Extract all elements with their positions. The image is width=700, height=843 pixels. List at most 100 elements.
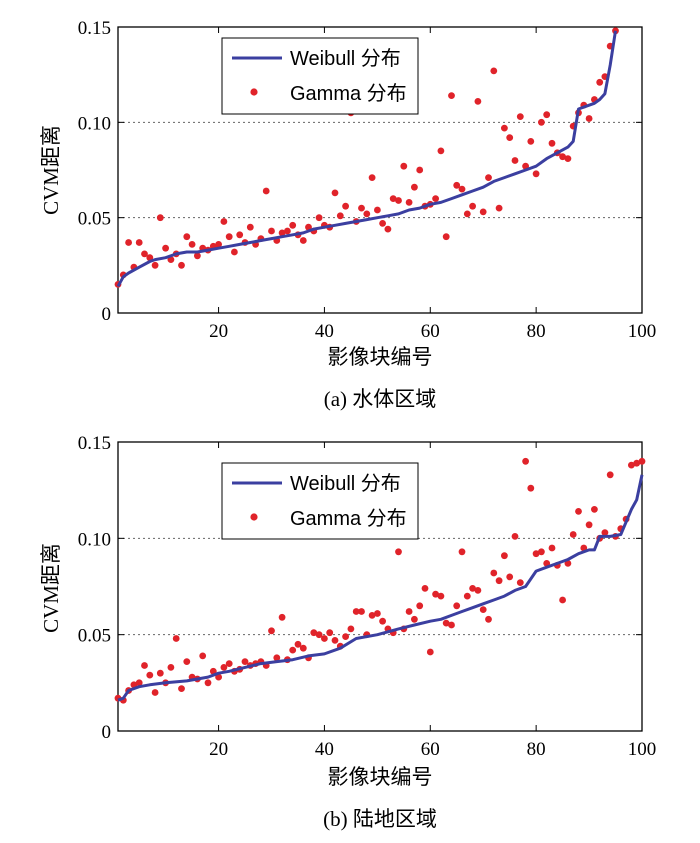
- gamma-point-a-77: [516, 113, 524, 120]
- legend-a: Weibull 分布 Gamma 分布: [221, 37, 419, 115]
- gamma-point-b-40: [321, 635, 328, 642]
- gamma-point-b-11: [167, 664, 175, 671]
- legend-box-b: [221, 462, 419, 540]
- gamma-point-a-33: [284, 227, 291, 235]
- gamma-point-b-39: [315, 631, 323, 639]
- gamma-point-a-53: [389, 195, 397, 203]
- gamma-point-a-16: [194, 252, 201, 260]
- gamma-point-b-64: [448, 621, 455, 629]
- plot-frame-b: [117, 441, 643, 732]
- legend-gamma-marker-a: [250, 88, 258, 96]
- legend-box-a: [221, 37, 419, 115]
- gamma-point-b-62: [437, 592, 445, 600]
- x-tick-label-b-2: 60: [421, 739, 440, 760]
- gamma-point-b-79: [527, 484, 535, 492]
- gamma-point-b-72: [490, 569, 498, 577]
- plot-frame-a: [117, 26, 643, 314]
- y-tick-label-b-0: 0: [102, 722, 112, 743]
- gamma-point-b-50: [374, 610, 381, 617]
- gamma-point-b-58: [416, 602, 424, 610]
- gamma-point-a-15: [188, 241, 196, 248]
- x-tick-label-a-4: 100: [628, 321, 657, 342]
- gamma-point-b-94: [606, 471, 614, 479]
- gamma-point-a-63: [442, 233, 450, 241]
- gamma-point-b-8: [151, 689, 159, 696]
- gamma-point-b-32: [278, 613, 286, 621]
- gamma-point-b-77: [516, 579, 524, 586]
- gamma-point-b-36: [299, 644, 307, 652]
- gamma-point-a-32: [278, 229, 286, 237]
- gamma-point-a-36: [299, 237, 307, 244]
- gamma-point-b-57: [411, 615, 418, 623]
- ticks-b: 0 0.05 0.10 0.15 20 40 60 80 100: [78, 433, 657, 760]
- gamma-point-b-54: [395, 548, 402, 556]
- x-tick-label-b-3: 80: [527, 739, 546, 760]
- series-a: [114, 27, 619, 288]
- gamma-point-a-75: [506, 134, 514, 142]
- gamma-point-a-3: [125, 239, 132, 246]
- gamma-point-a-5: [135, 239, 143, 246]
- y-axis-label-b: CVM距离: [39, 543, 63, 633]
- gamma-point-b-61: [432, 590, 439, 598]
- gamma-point-a-52: [384, 225, 392, 233]
- gamma-point-a-21: [220, 218, 228, 225]
- gamma-point-a-65: [453, 181, 461, 189]
- x-tick-label-a-0: 20: [209, 321, 228, 342]
- gamma-point-b-49: [368, 612, 376, 619]
- gamma-point-b-91: [591, 506, 598, 513]
- gamma-point-a-51: [379, 220, 386, 227]
- gamma-point-a-56: [405, 199, 413, 206]
- gamma-point-b-65: [453, 602, 461, 610]
- gamma-point-b-74: [501, 552, 508, 560]
- x-tick-label-b-0: 20: [209, 739, 228, 760]
- legend-weibull-label-b: Weibull 分布: [290, 472, 401, 495]
- gamma-point-a-26: [246, 223, 254, 231]
- gamma-point-a-50: [374, 206, 381, 214]
- gamma-point-b-13: [178, 685, 185, 692]
- gamma-point-b-31: [273, 654, 281, 662]
- gamma-point-a-69: [474, 98, 482, 105]
- gamma-point-a-79: [527, 138, 535, 145]
- gamma-point-a-43: [336, 212, 344, 220]
- gamma-point-a-72: [490, 67, 498, 75]
- gamma-point-b-6: [141, 662, 148, 669]
- x-tick-label-a-1: 40: [315, 321, 334, 342]
- gamma-point-a-82: [543, 111, 551, 119]
- chart-panel-a: 0 0.05 0.10 0.15 20 40 60 80 100 Weibull 分布 Gamm…: [39, 18, 656, 411]
- gamma-point-a-71: [485, 174, 492, 182]
- gamma-point-a-67: [463, 210, 471, 218]
- gamma-point-b-60: [426, 648, 434, 656]
- gamma-point-a-42: [331, 189, 339, 197]
- gamma-point-b-38: [310, 629, 318, 637]
- legend-gamma-marker-b: [250, 513, 258, 521]
- gamma-point-b-67: [463, 592, 471, 600]
- y-tick-label-a-3: 0.15: [78, 18, 111, 39]
- gamma-point-a-64: [448, 92, 455, 99]
- gamma-point-b-5: [135, 679, 143, 687]
- gamma-point-a-10: [162, 244, 170, 252]
- gamma-point-a-80: [532, 170, 540, 178]
- gamma-point-b-56: [405, 608, 413, 615]
- gamma-point-a-13: [178, 261, 185, 269]
- gamma-point-a-54: [395, 197, 402, 204]
- y-tick-label-a-0: 0: [102, 304, 112, 325]
- gamma-point-b-66: [458, 548, 466, 556]
- gamma-point-a-73: [495, 204, 503, 212]
- gamma-point-a-66: [458, 185, 466, 193]
- gamma-point-b-75: [506, 573, 514, 581]
- gamma-point-b-83: [548, 544, 556, 552]
- gridlines-a: [118, 121, 642, 219]
- gamma-point-a-6: [141, 250, 148, 258]
- gamma-point-b-80: [532, 550, 540, 558]
- gamma-point-b-21: [220, 664, 228, 671]
- y-tick-label-b-3: 0.15: [78, 433, 111, 454]
- gamma-point-a-24: [236, 231, 244, 239]
- gamma-point-b-44: [342, 633, 349, 640]
- gamma-point-b-42: [331, 637, 339, 644]
- gamma-point-a-83: [548, 139, 556, 147]
- gamma-point-b-35: [294, 640, 302, 648]
- gamma-point-b-90: [585, 521, 593, 529]
- gamma-point-a-8: [151, 261, 159, 269]
- gamma-point-b-9: [156, 669, 164, 677]
